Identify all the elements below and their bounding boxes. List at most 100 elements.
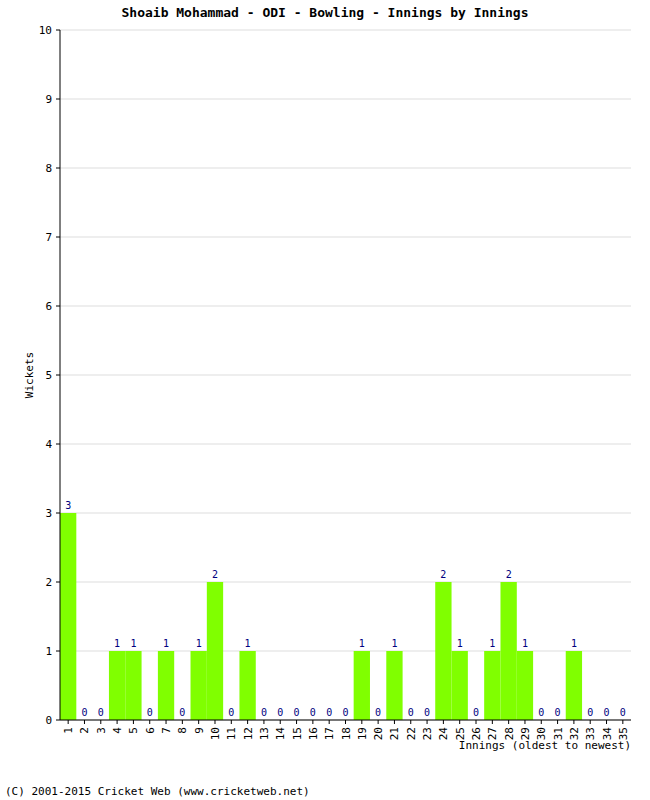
bar [239, 651, 255, 720]
y-tick [56, 237, 60, 238]
data-label: 0 [228, 707, 234, 718]
x-tick [231, 720, 232, 724]
bar [517, 651, 533, 720]
bar [566, 651, 582, 720]
data-label: 2 [506, 569, 512, 580]
x-tick [296, 720, 297, 724]
y-tick-label: 10 [39, 24, 52, 37]
x-tick [443, 720, 444, 724]
data-label: 1 [163, 638, 169, 649]
bar [354, 651, 370, 720]
y-tick [56, 582, 60, 583]
x-tick [459, 720, 460, 724]
y-axis: 012345678910 [39, 24, 631, 727]
grid-line [60, 444, 631, 445]
x-tick [622, 720, 623, 724]
data-label: 0 [604, 707, 610, 718]
x-tick-label: 6 [144, 727, 157, 734]
data-label: 1 [571, 638, 577, 649]
grid-line [60, 651, 631, 652]
x-tick [263, 720, 264, 724]
bar [207, 582, 223, 720]
y-tick-label: 4 [45, 438, 52, 451]
grid-line [60, 99, 631, 100]
data-label: 0 [294, 707, 300, 718]
data-label: 0 [620, 707, 626, 718]
y-tick-label: 8 [45, 162, 52, 175]
x-tick [247, 720, 248, 724]
bar [191, 651, 207, 720]
data-label: 1 [130, 638, 136, 649]
data-label: 0 [587, 707, 593, 718]
x-tick [361, 720, 362, 724]
data-label: 1 [114, 638, 120, 649]
y-tick [56, 30, 60, 31]
x-tick-label: 21 [388, 727, 401, 740]
x-tick [410, 720, 411, 724]
x-tick [378, 720, 379, 724]
x-tick-label: 13 [258, 727, 271, 740]
x-tick-label: 8 [176, 727, 189, 734]
x-tick [573, 720, 574, 724]
data-label: 0 [81, 707, 87, 718]
x-tick [524, 720, 525, 724]
data-label: 0 [310, 707, 316, 718]
data-label: 0 [555, 707, 561, 718]
y-tick [56, 306, 60, 307]
x-tick [100, 720, 101, 724]
y-tick [56, 99, 60, 100]
bar [60, 513, 76, 720]
x-tick [214, 720, 215, 724]
title: Shoaib Mohammad - ODI - Bowling - Inning… [122, 5, 529, 20]
x-tick [427, 720, 428, 724]
x-tick-label: 20 [372, 727, 385, 740]
x-tick-label: 12 [242, 727, 255, 740]
x-tick [590, 720, 591, 724]
x-tick [166, 720, 167, 724]
data-label: 0 [147, 707, 153, 718]
data-label: 1 [522, 638, 528, 649]
footer: (C) 2001-2015 Cricket Web (www.cricketwe… [5, 785, 310, 798]
x-tick [345, 720, 346, 724]
x-axis-line [60, 720, 631, 721]
x-tick-label: 10 [209, 727, 222, 740]
data-label: 1 [391, 638, 397, 649]
y-axis-line [60, 30, 61, 720]
data-label: 3 [65, 500, 71, 511]
data-label: 0 [424, 707, 430, 718]
y-tick [56, 651, 60, 652]
x-tick [329, 720, 330, 724]
x-tick-label: 11 [225, 727, 238, 740]
grid-line [60, 168, 631, 169]
data-label: 1 [457, 638, 463, 649]
chart-container: Shoaib Mohammad - ODI - Bowling - Inning… [0, 0, 650, 800]
data-label: 0 [98, 707, 104, 718]
y-tick-label: 9 [45, 93, 52, 106]
data-label: 0 [473, 707, 479, 718]
x-tick [508, 720, 509, 724]
x-axis: 1234567891011121314151617181920212223242… [62, 720, 630, 740]
y-tick-label: 2 [45, 576, 52, 589]
data-label: 1 [359, 638, 365, 649]
grid-line [60, 237, 631, 238]
data-label: 0 [342, 707, 348, 718]
grid-line [60, 513, 631, 514]
bar [435, 582, 451, 720]
bar [452, 651, 468, 720]
y-tick [56, 513, 60, 514]
x-tick [394, 720, 395, 724]
x-tick-label: 5 [127, 727, 140, 734]
grid-line [60, 306, 631, 307]
x-axis-label: Innings (oldest to newest) [459, 739, 631, 752]
x-tick [492, 720, 493, 724]
chart-svg: Shoaib Mohammad - ODI - Bowling - Inning… [0, 0, 650, 800]
bar [484, 651, 500, 720]
x-tick [149, 720, 150, 724]
x-tick-label: 4 [111, 727, 124, 734]
data-label: 0 [538, 707, 544, 718]
x-tick-label: 16 [307, 727, 320, 740]
data-label: 1 [196, 638, 202, 649]
y-tick-label: 1 [45, 645, 52, 658]
data-label: 0 [179, 707, 185, 718]
bars [60, 513, 582, 720]
